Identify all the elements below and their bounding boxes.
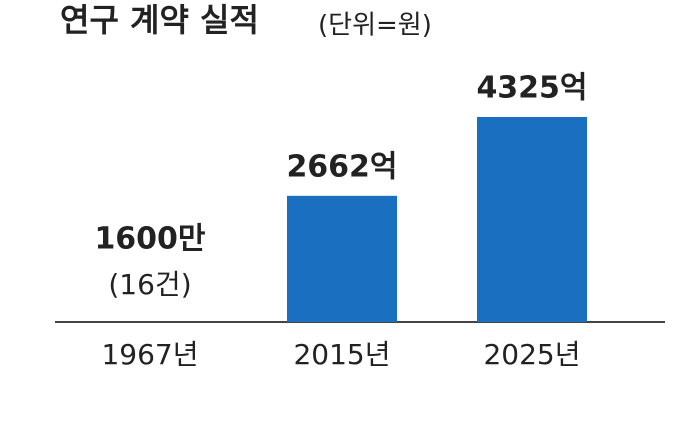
value-label: 4325억 <box>476 71 587 106</box>
value-label: 1600만 <box>94 222 205 257</box>
bar <box>287 195 397 322</box>
bar <box>477 117 587 322</box>
x-tick-label: 2025년 <box>483 338 580 371</box>
value-label: 2662억 <box>286 149 397 184</box>
chart-subtitle: (단위=원) <box>318 11 432 41</box>
chart-title: 연구 계약 실적 <box>60 1 259 39</box>
annotation: (16건) <box>108 268 191 301</box>
x-tick-label: 1967년 <box>101 338 198 371</box>
x-tick-label: 2015년 <box>293 338 390 371</box>
